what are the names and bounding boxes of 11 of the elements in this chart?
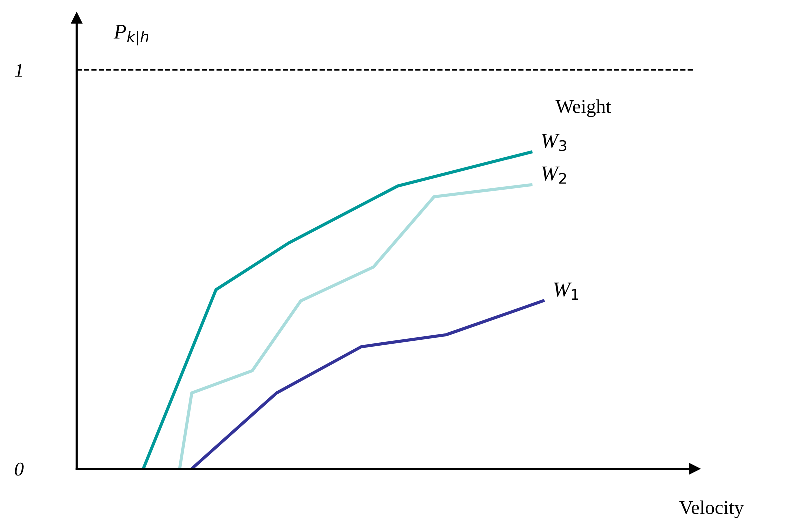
series-label: W$_{1}$ [554, 282, 578, 300]
line-series [142, 150, 533, 469]
y-tick-label: 1 [15, 64, 22, 77]
annotation: Weight [556, 100, 612, 118]
series-label: W$_{3}$ [542, 134, 567, 152]
y-axis-title: P$_{k|h}$ [114, 25, 149, 46]
series-label: W$_{2}$ [542, 166, 566, 184]
line-series [190, 300, 545, 469]
y-tick-label: 0 [15, 462, 24, 476]
line-series [178, 184, 533, 469]
x-axis-title: Velocity [680, 500, 744, 518]
